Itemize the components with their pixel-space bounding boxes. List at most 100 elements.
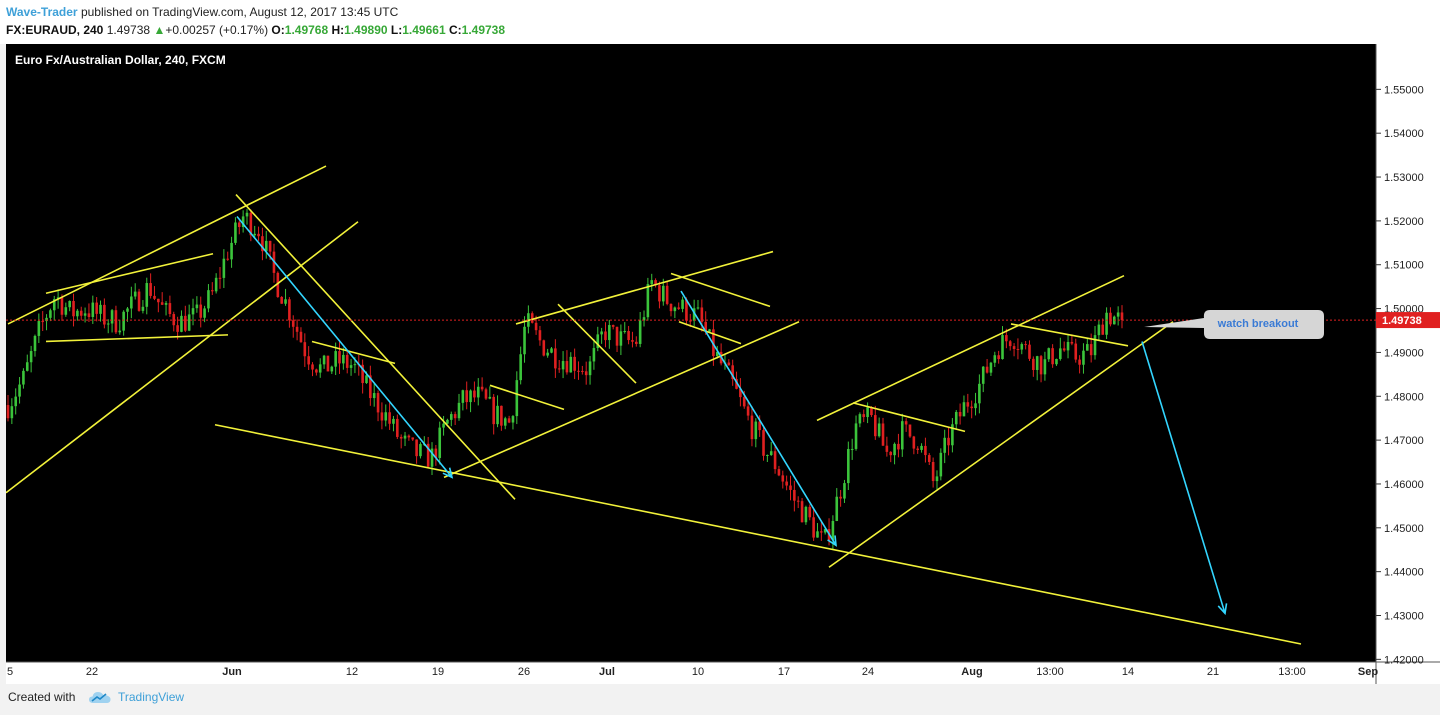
time-axis: 5 22 Jun 12 19 26 Jul 10 17 24 Aug 13:00 14 21 13:00 Se…: [7, 666, 1378, 678]
trendline[interactable]: [816, 274, 1125, 422]
price-tick-label: 1.55000: [1384, 84, 1424, 96]
candle-body: [149, 283, 152, 296]
chart-area[interactable]: 1.55000 1.54000 1.53000 1.52000 1.51000 1.500…: [5, 44, 1440, 684]
candle-body: [1039, 356, 1043, 375]
candle-body: [908, 424, 912, 437]
candle-body: [619, 331, 623, 346]
candle-body: [245, 212, 249, 217]
candle-body: [1024, 344, 1027, 346]
author-link[interactable]: Wave-Trader: [6, 5, 78, 19]
trendline[interactable]: [45, 334, 229, 343]
trendline[interactable]: [515, 250, 774, 325]
candle-body: [1059, 348, 1062, 359]
trendline[interactable]: [489, 384, 565, 411]
price-tick-label: 1.49000: [1384, 347, 1424, 359]
candle-body: [268, 240, 272, 252]
candle-body: [349, 365, 353, 368]
arrow-head-icon: [827, 535, 837, 547]
direction-arrow[interactable]: [236, 215, 453, 478]
trendline[interactable]: [852, 402, 966, 433]
candle-body: [966, 402, 970, 407]
candle-body: [638, 320, 642, 344]
candle-body: [1093, 335, 1097, 356]
candle-body: [392, 418, 395, 424]
candle-body: [511, 416, 515, 423]
candle-body: [253, 233, 256, 236]
candle-body: [519, 354, 522, 381]
candle-body: [180, 315, 183, 332]
candle-body: [812, 517, 815, 538]
trendline[interactable]: [443, 320, 800, 479]
candle-body: [496, 405, 499, 425]
candle-body: [588, 361, 592, 376]
candle-body: [64, 307, 68, 315]
candle-body: [1012, 346, 1016, 349]
price-chart[interactable]: 1.550001.540001.530001.520001.510001.500…: [5, 44, 1440, 684]
symbol-quote-line: FX:EURAUD, 240 1.49738 ▲+0.00257 (+0.17%…: [6, 23, 505, 37]
candle-body: [257, 233, 260, 237]
candle-body: [184, 315, 187, 331]
candle-body: [261, 236, 264, 252]
low-value: 1.49661: [402, 23, 446, 37]
price-tick-label: 1.45000: [1384, 523, 1424, 535]
trendline[interactable]: [45, 252, 214, 295]
price-tick-label: 1.44000: [1384, 567, 1424, 579]
candle-body: [465, 390, 469, 403]
trendline[interactable]: [828, 321, 1174, 568]
price-tick-label: 1.51000: [1384, 260, 1424, 272]
candle-body: [654, 280, 657, 286]
candle-body: [1062, 348, 1066, 351]
candle-body: [985, 366, 989, 373]
candle-body: [592, 348, 596, 362]
candle-body: [611, 325, 615, 327]
candle-body: [538, 330, 542, 341]
candle-body: [635, 341, 638, 344]
trendline[interactable]: [670, 272, 771, 308]
arrow-head-icon: [1217, 603, 1228, 616]
trendline[interactable]: [235, 194, 516, 500]
candle-body: [37, 321, 41, 336]
footer: [0, 684, 1440, 715]
trendline[interactable]: [5, 221, 359, 494]
created-with-text: Created with: [8, 690, 76, 704]
candle-body: [912, 436, 916, 449]
trendline[interactable]: [557, 303, 637, 384]
candle-body: [573, 356, 576, 371]
candle-body: [388, 412, 391, 424]
candle-body: [430, 448, 434, 467]
candle-body: [106, 323, 110, 325]
candle-body: [1101, 324, 1105, 335]
tradingview-brand[interactable]: TradingView: [118, 690, 185, 704]
time-tick-label: Jul: [599, 666, 615, 678]
candle-body: [307, 356, 310, 365]
tradingview-cloud-icon[interactable]: [88, 689, 112, 705]
time-tick-label: 5: [7, 666, 13, 678]
trendline[interactable]: [311, 340, 396, 365]
candle-body: [739, 388, 742, 398]
trendline[interactable]: [678, 320, 742, 345]
candle-body: [1078, 359, 1081, 365]
candle-body: [114, 310, 118, 333]
trendline[interactable]: [1010, 323, 1129, 347]
candle-body: [118, 330, 122, 333]
candle-body: [484, 389, 488, 399]
candle-body: [376, 393, 380, 413]
candle-body: [130, 296, 133, 309]
direction-arrow[interactable]: [680, 290, 837, 546]
candle-body: [777, 469, 781, 476]
candle-body: [1020, 344, 1024, 350]
trendline[interactable]: [214, 423, 1302, 645]
candle-body: [457, 402, 461, 419]
candle-body: [561, 361, 565, 370]
candle-body: [299, 331, 303, 343]
candle-body: [33, 335, 37, 352]
last-price: 1.49738: [106, 23, 151, 37]
candle-body: [295, 326, 299, 332]
candle-body: [754, 421, 758, 440]
direction-arrow[interactable]: [1141, 341, 1226, 614]
watch-breakout-callout[interactable]: watch breakout: [1144, 310, 1324, 339]
candle-body: [954, 411, 958, 425]
time-tick-label: 14: [1122, 666, 1134, 678]
trendline[interactable]: [7, 165, 327, 325]
candle-body: [438, 427, 442, 458]
